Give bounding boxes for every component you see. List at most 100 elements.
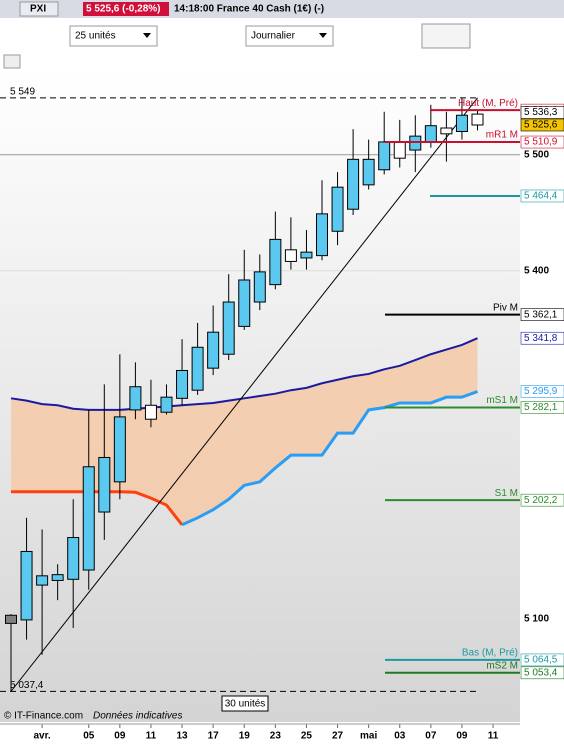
y-tick-label: 5 500 [524,149,549,160]
price-badge [520,118,564,132]
scroll-box[interactable] [221,695,269,712]
candle-body [207,331,220,369]
candle-body [191,346,204,391]
x-tick-label: mai [360,731,377,742]
candle-body [67,537,80,580]
candle-body [455,114,468,132]
cloud [11,338,478,525]
x-tick-label: 09 [456,731,468,742]
x-tick-label: 25 [301,731,313,742]
symbol: PXI [30,4,46,15]
dashed-level-label: 5 549 [10,86,35,97]
x-tick-label: 05 [83,731,95,742]
candle-body [238,279,251,327]
x-tick-label: avr. [33,731,50,742]
y-tick-label: 5 400 [524,265,549,276]
x-tick-label: 11 [488,731,499,742]
price-badge-label: 5 341,8 [524,333,558,344]
candle-body [51,574,64,581]
y-tick-label: 5 100 [524,613,549,624]
x-tick-label: 27 [332,731,344,742]
candle-body [347,158,360,210]
candle-body [98,456,111,513]
price-badge [520,385,564,398]
price-badge [520,308,564,321]
candle-body [331,186,344,232]
quote-box [83,2,169,16]
indicator-line [11,490,184,526]
x-tick-label: 13 [176,731,188,742]
level-name: Haut (M, Pré) [458,98,518,109]
x-tick-label: 07 [425,731,437,742]
candle-body [253,271,266,303]
candle-body [5,614,17,624]
units: 25 unités [75,31,116,42]
price-badge-label: 5 202,2 [524,495,558,506]
price-badge [520,135,564,149]
candle-body [362,158,375,186]
candle-body [82,466,95,571]
candle-body [471,113,484,126]
quote: 5 525,6 (-0,28%) [86,4,161,15]
note: Données indicatives [93,711,183,722]
scroll: 30 unités [225,699,266,710]
candle-body [378,141,391,171]
candle-body [36,575,49,586]
symbol-box[interactable] [19,1,59,17]
level-name: mS1 M [486,395,518,406]
price-badge-label: 5 282,1 [524,402,558,413]
candle-body [440,127,453,135]
candle-body [144,404,157,420]
price-badge-label: 5 464,4 [524,191,558,202]
price-badge [520,653,564,667]
candle-body [424,125,437,143]
refresh-button[interactable] [3,54,21,69]
candle-body [20,550,33,621]
period-select[interactable] [245,25,334,47]
candle-body [393,141,406,159]
price-badge [520,401,564,414]
candle-body [300,251,313,259]
price-badge [520,189,564,203]
level-name: S1 M [495,488,518,499]
price-badge-label: 5 510,9 [524,137,558,148]
candle-body [269,238,282,286]
candle-body [176,369,189,399]
price-badge-label: 5 053,4 [524,667,558,678]
candle-body [409,135,422,151]
price-badge-label: 5 295,9 [524,386,558,397]
level-name: Piv M [493,302,518,313]
x-tick-label: 03 [394,731,406,742]
candle-body [222,301,235,355]
x-tick-label: 17 [208,731,220,742]
indicator-button[interactable] [421,23,471,49]
instrument: 14:18:00 France 40 Cash (1€) (-) [174,4,324,15]
candle-body [113,416,126,483]
x-tick-label: 19 [239,731,251,742]
level-name: Bas (M, Pré) [462,648,518,659]
candle-body [160,396,173,413]
dashed-level-label: 5 037,4 [10,680,44,691]
level-name: mR1 M [486,130,518,141]
price-badge [520,106,564,119]
candle-body [284,249,297,262]
price-badge-label: 5 064,5 [524,655,558,666]
source: © IT-Finance.com [4,711,83,722]
price-badge [520,331,564,345]
x-tick-label: 09 [114,731,126,742]
price-badge-label: 5 525,6 [524,120,558,131]
candle-body [129,386,142,411]
price-badge [520,493,564,507]
units-select[interactable] [69,25,158,47]
candle-body [316,213,328,257]
price-badge [520,666,564,680]
price-badge-label: 5 362,1 [524,309,558,320]
period: Journalier [251,31,296,42]
price-badge-label: 5 536,3 [524,107,558,118]
level-name: mS2 M [486,660,518,671]
indicator-line [181,390,479,527]
x-tick-label: 11 [146,731,157,742]
trendline [10,97,478,692]
x-tick-label: 23 [270,731,282,742]
